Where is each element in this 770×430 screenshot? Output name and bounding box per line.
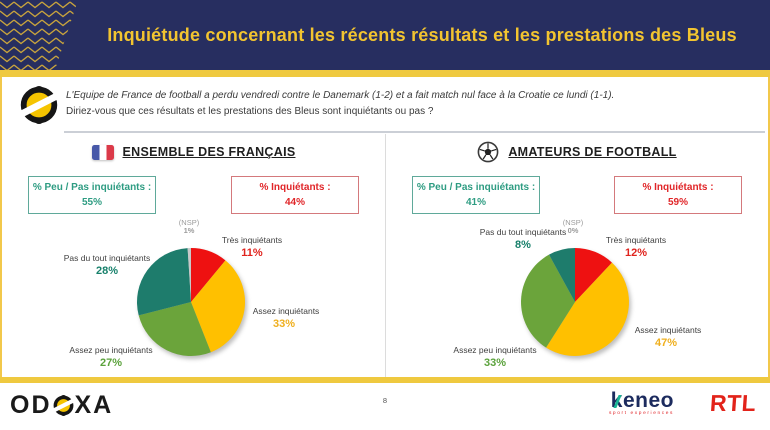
question-text: L'Equipe de France de football a perdu v… bbox=[66, 90, 758, 117]
intro-question-line: Diriez-vous que ces résultats et les pre… bbox=[66, 106, 434, 117]
rtl-logo: RTL bbox=[708, 390, 757, 416]
panel-ensemble-des-francais: ENSEMBLE DES FRANÇAIS % Peu / Pas inquié… bbox=[2, 134, 385, 377]
summary-box-high: % Inquiétants : 59% bbox=[614, 176, 742, 214]
summary-boxes: % Peu / Pas inquiétants : 41% % Inquiéta… bbox=[386, 176, 768, 214]
page-number: 8 bbox=[382, 396, 388, 405]
pie-label-assez-peu-inquietants: Assez peu inquiétants bbox=[69, 345, 153, 355]
summary-high-label: % Inquiétants : bbox=[259, 182, 331, 193]
pie-value-tres-inquietants: 11% bbox=[241, 247, 263, 259]
summary-boxes: % Peu / Pas inquiétants : 55% % Inquiéta… bbox=[2, 176, 385, 214]
pie-chart-ensemble bbox=[137, 248, 246, 357]
pie-label-pas-du-tout-inquietants: Pas du tout inquiétants bbox=[479, 227, 567, 237]
pie-value-nsp: 1% bbox=[183, 226, 195, 235]
panel-title: AMATEURS DE FOOTBALL bbox=[508, 145, 677, 159]
odoxa-mark-icon bbox=[20, 86, 58, 124]
summary-box-low: % Peu / Pas inquiétants : 41% bbox=[412, 176, 540, 214]
pie-label-nsp: (NSP) bbox=[562, 218, 584, 227]
chart-panels: ENSEMBLE DES FRANÇAIS % Peu / Pas inquié… bbox=[2, 134, 768, 377]
pie-label-tres-inquietants: Très inquiétants bbox=[605, 235, 667, 245]
intro-divider bbox=[64, 131, 765, 133]
odoxa-logo: OD XA bbox=[10, 391, 113, 420]
page-title: Inquiétude concernant les récents résult… bbox=[107, 24, 737, 45]
pie-slice bbox=[138, 302, 211, 357]
panel-header: ENSEMBLE DES FRANÇAIS bbox=[2, 140, 385, 164]
pie-value-pas-du-tout-inquietants: 28% bbox=[95, 265, 119, 277]
summary-high-value: 44% bbox=[284, 197, 305, 208]
football-icon bbox=[477, 141, 499, 163]
odoxa-o-icon bbox=[52, 395, 74, 416]
pie-slice bbox=[137, 248, 191, 316]
summary-low-label: % Peu / Pas inquiétants : bbox=[32, 182, 152, 193]
footer: OD XA 8 keneo sport experiences RTL bbox=[0, 383, 770, 430]
pie-label-assez-peu-inquietants: Assez peu inquiétants bbox=[453, 345, 537, 355]
panel-header: AMATEURS DE FOOTBALL bbox=[386, 140, 768, 164]
pie-slice bbox=[521, 254, 575, 348]
summary-high-label: % Inquiétants : bbox=[642, 182, 714, 193]
pie-slice bbox=[191, 248, 226, 302]
summary-low-value: 41% bbox=[465, 197, 486, 208]
footer-accent-bar bbox=[0, 377, 770, 383]
summary-high-value: 59% bbox=[667, 197, 688, 208]
pie-label-pas-du-tout-inquietants: Pas du tout inquiétants bbox=[63, 253, 151, 263]
pie-slice bbox=[548, 248, 575, 302]
header-accent-bar bbox=[0, 70, 770, 77]
summary-low-label: % Peu / Pas inquiétants : bbox=[416, 182, 536, 193]
herringbone-pattern-decoration bbox=[0, 0, 78, 70]
pie-value-tres-inquietants: 12% bbox=[624, 247, 648, 259]
panel-amateurs-de-football: AMATEURS DE FOOTBALL % Peu / Pas inquiét… bbox=[385, 134, 768, 377]
pie-label-assez-inquietants: Assez inquiétants bbox=[252, 306, 320, 316]
pie-value-pas-du-tout-inquietants: 8% bbox=[515, 239, 531, 251]
intro-context-line: L'Equipe de France de football a perdu v… bbox=[66, 90, 615, 101]
keneo-tagline: sport experiences bbox=[608, 411, 674, 416]
pie-label-nsp: (NSP) bbox=[178, 218, 200, 227]
pie-value-assez-peu-inquietants: 33% bbox=[483, 357, 507, 369]
france-flag-icon bbox=[91, 144, 114, 160]
pie-slice bbox=[187, 248, 191, 302]
keneo-logo: keneo sport experiences bbox=[609, 389, 674, 416]
keneo-logo-text: keneo bbox=[610, 389, 674, 412]
pie-label-assez-inquietants: Assez inquiétants bbox=[634, 325, 702, 335]
pie-label-tres-inquietants: Très inquiétants bbox=[221, 235, 283, 245]
pie-value-assez-inquietants: 47% bbox=[654, 337, 678, 349]
pie-slice bbox=[546, 262, 629, 356]
pie-chart-amateurs bbox=[521, 248, 629, 356]
panel-title: ENSEMBLE DES FRANÇAIS bbox=[122, 145, 296, 159]
pie-value-assez-peu-inquietants: 27% bbox=[99, 357, 123, 369]
pie-slice bbox=[191, 260, 246, 353]
pie-value-assez-inquietants: 33% bbox=[272, 318, 296, 330]
odoxa-logo-pre: OD bbox=[10, 391, 52, 419]
summary-box-low: % Peu / Pas inquiétants : 55% bbox=[28, 176, 156, 214]
summary-low-value: 55% bbox=[81, 197, 102, 208]
content-area: L'Equipe de France de football a perdu v… bbox=[0, 77, 770, 377]
pie-value-nsp: 0% bbox=[567, 226, 579, 235]
pie-slice bbox=[575, 248, 612, 302]
odoxa-logo-post: XA bbox=[74, 391, 114, 419]
header: Inquiétude concernant les récents résult… bbox=[0, 0, 770, 70]
summary-box-high: % Inquiétants : 44% bbox=[231, 176, 359, 214]
